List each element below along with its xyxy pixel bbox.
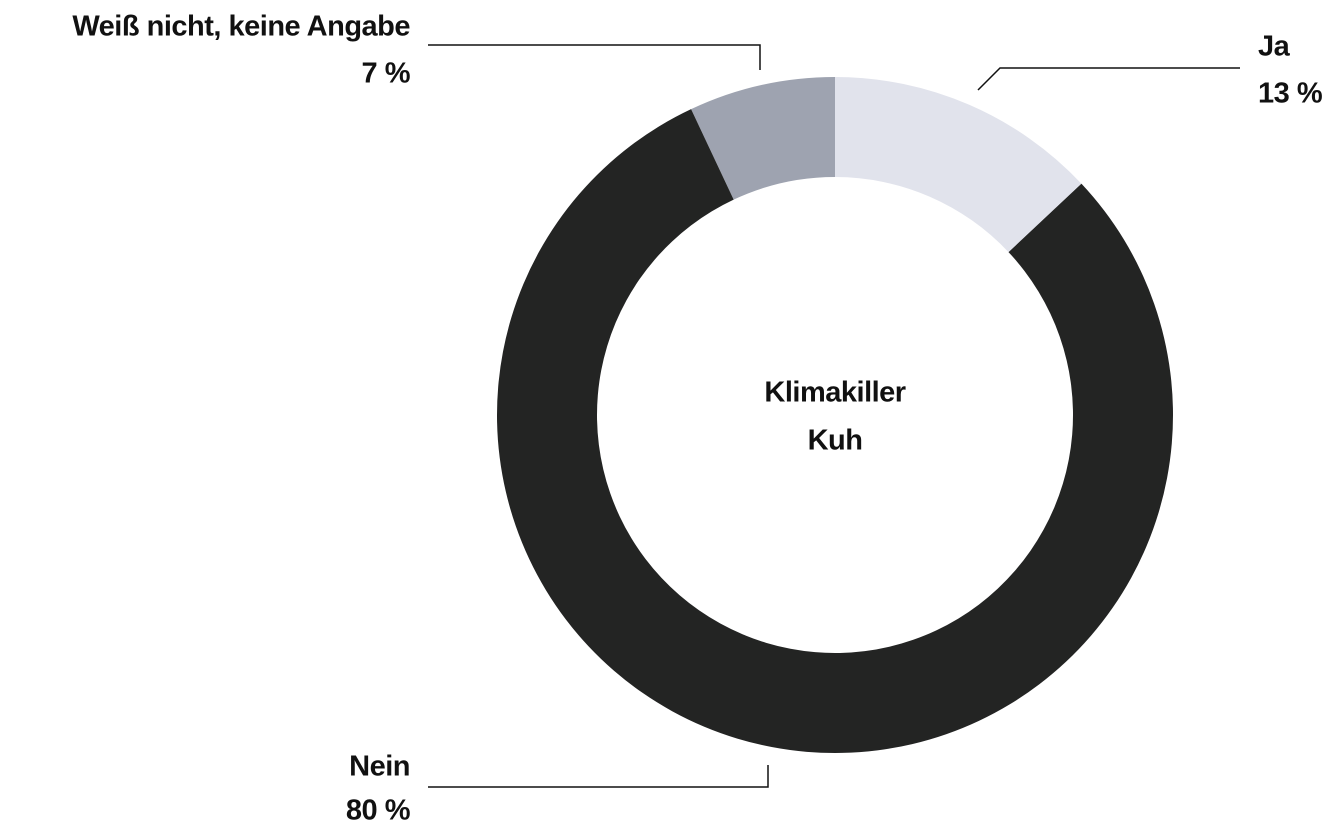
segment-label: Ja [1258,31,1291,63]
leader-line [428,765,769,788]
center-label: Kuh [808,425,863,457]
leader-line [428,44,761,70]
donut-segment [496,109,1173,754]
segment-value-label: 80 % [346,795,411,827]
segment-value-label: 7 % [362,58,411,90]
donut-segment [691,77,835,200]
segment-label: Nein [349,751,410,783]
center-label: Klimakiller [764,377,905,409]
segment-label: Weiß nicht, keine Angabe [72,11,410,43]
leader-line [977,67,1240,91]
donut-segment [835,77,1082,253]
segment-value-label: 13 % [1258,78,1323,110]
